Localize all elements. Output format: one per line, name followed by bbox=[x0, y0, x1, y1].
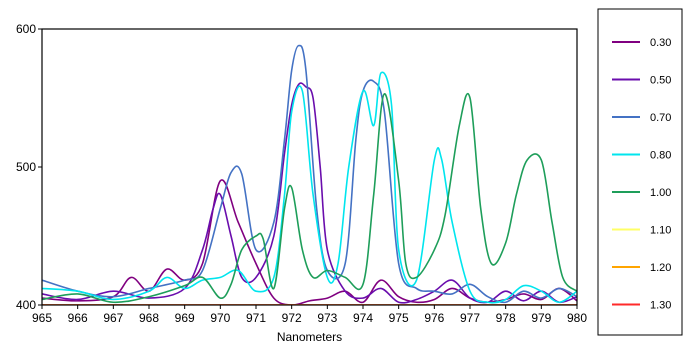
x-tick-label: 971 bbox=[246, 311, 266, 325]
legend-label-0-70: 0.70 bbox=[650, 112, 671, 124]
series-line-0-80 bbox=[42, 71, 577, 304]
legend-label-1-30: 1.30 bbox=[650, 300, 671, 312]
x-tick-label: 968 bbox=[139, 311, 159, 325]
x-tick-label: 970 bbox=[210, 311, 230, 325]
x-tick-label: 965 bbox=[32, 311, 52, 325]
x-tick-label: 973 bbox=[317, 311, 337, 325]
y-tick-label: 400 bbox=[16, 298, 36, 312]
x-tick-label: 980 bbox=[567, 311, 587, 325]
legend-box bbox=[597, 8, 683, 336]
legend-label-0-30: 0.30 bbox=[650, 37, 671, 49]
x-tick-label: 974 bbox=[353, 311, 373, 325]
x-tick-label: 967 bbox=[103, 311, 123, 325]
x-tick-label: 966 bbox=[68, 311, 88, 325]
legend-label-1-20: 1.20 bbox=[650, 262, 671, 274]
legend-label-1-00: 1.00 bbox=[650, 187, 671, 199]
x-tick-label: 972 bbox=[282, 311, 302, 325]
legend-label-1-10: 1.10 bbox=[650, 225, 671, 237]
axes: 965 966 967 968 969 970 971 972 973 974 975 976 977 9… bbox=[16, 22, 587, 344]
series-line-1-00 bbox=[42, 92, 577, 304]
x-axis-title: Nanometers bbox=[277, 330, 342, 344]
x-tick-label: 978 bbox=[496, 311, 516, 325]
plot-area bbox=[42, 44, 577, 305]
y-tick-label: 500 bbox=[16, 160, 36, 174]
y-tick-label: 600 bbox=[16, 22, 36, 36]
x-tick-label: 977 bbox=[460, 311, 480, 325]
legend-label-0-80: 0.80 bbox=[650, 150, 671, 162]
x-tick-label: 969 bbox=[175, 311, 195, 325]
legend: 0.30 0.50 0.70 0.80 1.00 1.10 1.20 1.30 bbox=[597, 8, 683, 336]
x-tick-label: 976 bbox=[424, 311, 444, 325]
x-tick-label: 975 bbox=[389, 311, 409, 325]
legend-label-0-50: 0.50 bbox=[650, 75, 671, 87]
series-lines bbox=[42, 44, 577, 305]
x-tick-label: 979 bbox=[531, 311, 551, 325]
